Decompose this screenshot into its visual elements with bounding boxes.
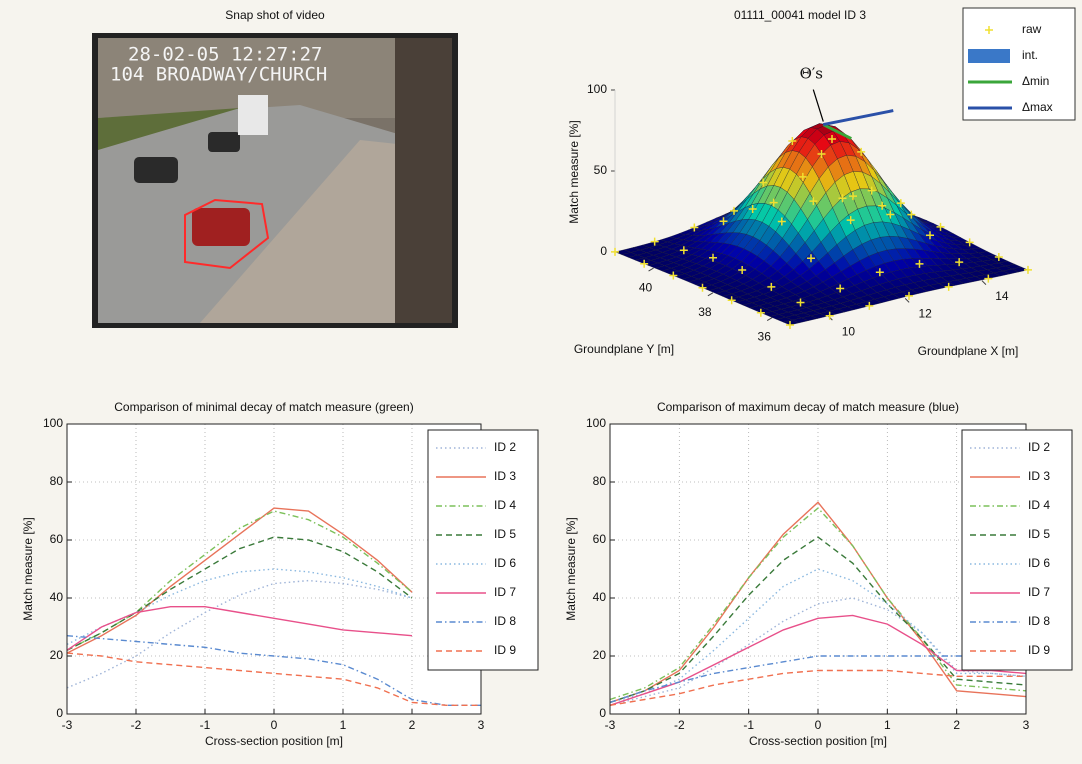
z-tick-label: 0 bbox=[600, 244, 607, 258]
z-tick-label: 100 bbox=[587, 82, 607, 96]
chart-title: Comparison of maximum decay of match mea… bbox=[657, 400, 959, 414]
legend-label: ID 3 bbox=[1028, 469, 1050, 483]
legend-label: ID 8 bbox=[494, 614, 516, 628]
x-tick-label: 0 bbox=[815, 718, 822, 732]
car bbox=[134, 157, 178, 183]
overlay-text: 28-02-05 12:27:27 bbox=[128, 44, 322, 66]
legend-label: ID 2 bbox=[494, 440, 516, 454]
x-tick-label: 10 bbox=[842, 324, 856, 338]
legend-label: ID 6 bbox=[494, 556, 516, 570]
x-axis-label: Cross-section position [m] bbox=[205, 734, 343, 748]
x-tick-label: 3 bbox=[1023, 718, 1030, 732]
y-tick-label: 80 bbox=[50, 474, 64, 488]
figure: Snap shot of video 28-02-05 12:27:27 104… bbox=[0, 0, 1082, 764]
y-tick-label: 38 bbox=[698, 305, 712, 319]
legend-label: raw bbox=[1022, 22, 1042, 36]
trees bbox=[395, 38, 452, 323]
y-tick-label: 36 bbox=[758, 330, 772, 344]
chart-title: 01111_00041 model ID 3 bbox=[734, 8, 866, 22]
z-tick-label: 50 bbox=[594, 163, 608, 177]
x-tick-label: -3 bbox=[62, 718, 73, 732]
x-tick-label: 14 bbox=[995, 289, 1009, 303]
legend-label: ID 2 bbox=[1028, 440, 1050, 454]
overlay-text: 104 BROADWAY/CHURCH bbox=[110, 64, 327, 86]
x-axis-label: Cross-section position [m] bbox=[749, 734, 887, 748]
y-tick-label: 60 bbox=[50, 532, 64, 546]
x-tick-label: -1 bbox=[743, 718, 754, 732]
delta-max bbox=[823, 111, 893, 125]
legend-box bbox=[428, 430, 538, 670]
annotation-arrow bbox=[813, 90, 823, 122]
snapshot-title: Snap shot of video bbox=[225, 8, 325, 22]
x-tick-label: -2 bbox=[131, 718, 142, 732]
z-axis-label: Match measure [%] bbox=[567, 120, 581, 223]
legend-label: ID 7 bbox=[494, 585, 516, 599]
y-tick-label: 40 bbox=[593, 590, 607, 604]
car bbox=[208, 132, 240, 152]
legend-label: ID 8 bbox=[1028, 614, 1050, 628]
annotation: Θ′s bbox=[800, 65, 823, 83]
legend-label: ID 6 bbox=[1028, 556, 1050, 570]
x-axis-label: Groundplane X [m] bbox=[918, 344, 1019, 358]
x-tick-label: 1 bbox=[340, 718, 347, 732]
legend-label: ID 7 bbox=[1028, 585, 1050, 599]
legend-label: ID 4 bbox=[494, 498, 516, 512]
legend-label: Δmax bbox=[1022, 100, 1053, 114]
x-tick-label: 0 bbox=[271, 718, 278, 732]
x-tick-label: 2 bbox=[953, 718, 960, 732]
y-tick-label: 20 bbox=[50, 648, 64, 662]
legend-label: ID 9 bbox=[494, 643, 516, 657]
raw-sample bbox=[611, 248, 619, 256]
y-tick bbox=[767, 318, 772, 321]
van bbox=[238, 95, 268, 135]
legend-label: ID 4 bbox=[1028, 498, 1050, 512]
x-tick-label: 12 bbox=[918, 307, 932, 321]
y-tick-label: 60 bbox=[593, 532, 607, 546]
legend-label: Δmin bbox=[1022, 74, 1049, 88]
x-tick-label: 3 bbox=[478, 718, 485, 732]
tracked-car bbox=[192, 208, 250, 246]
y-tick-label: 20 bbox=[593, 648, 607, 662]
y-tick-label: 40 bbox=[50, 590, 64, 604]
x-tick-label: -2 bbox=[674, 718, 685, 732]
x-tick bbox=[982, 281, 986, 285]
y-tick bbox=[708, 293, 713, 296]
chart-title: Comparison of minimal decay of match mea… bbox=[114, 400, 413, 414]
legend-label: ID 5 bbox=[494, 527, 516, 541]
legend-swatch bbox=[968, 49, 1010, 63]
x-tick-label: -3 bbox=[605, 718, 616, 732]
x-tick-label: -1 bbox=[200, 718, 211, 732]
legend-box bbox=[963, 8, 1075, 120]
raw-sample bbox=[1024, 266, 1032, 274]
legend-label: int. bbox=[1022, 48, 1038, 62]
y-tick bbox=[649, 268, 654, 271]
legend-label: ID 9 bbox=[1028, 643, 1050, 657]
y-axis-label: Groundplane Y [m] bbox=[574, 342, 674, 356]
y-tick-label: 100 bbox=[586, 416, 606, 430]
snapshot-image: 28-02-05 12:27:27 104 BROADWAY/CHURCH bbox=[92, 33, 458, 328]
x-tick-label: 1 bbox=[884, 718, 891, 732]
legend-label: ID 5 bbox=[1028, 527, 1050, 541]
legend-label: ID 3 bbox=[494, 469, 516, 483]
y-axis-label: Match measure [%] bbox=[564, 517, 578, 620]
y-tick-label: 100 bbox=[43, 416, 63, 430]
y-tick-label: 40 bbox=[639, 280, 653, 294]
x-tick-label: 2 bbox=[409, 718, 416, 732]
y-tick-label: 80 bbox=[593, 474, 607, 488]
y-axis-label: Match measure [%] bbox=[21, 517, 35, 620]
legend-box bbox=[962, 430, 1072, 670]
